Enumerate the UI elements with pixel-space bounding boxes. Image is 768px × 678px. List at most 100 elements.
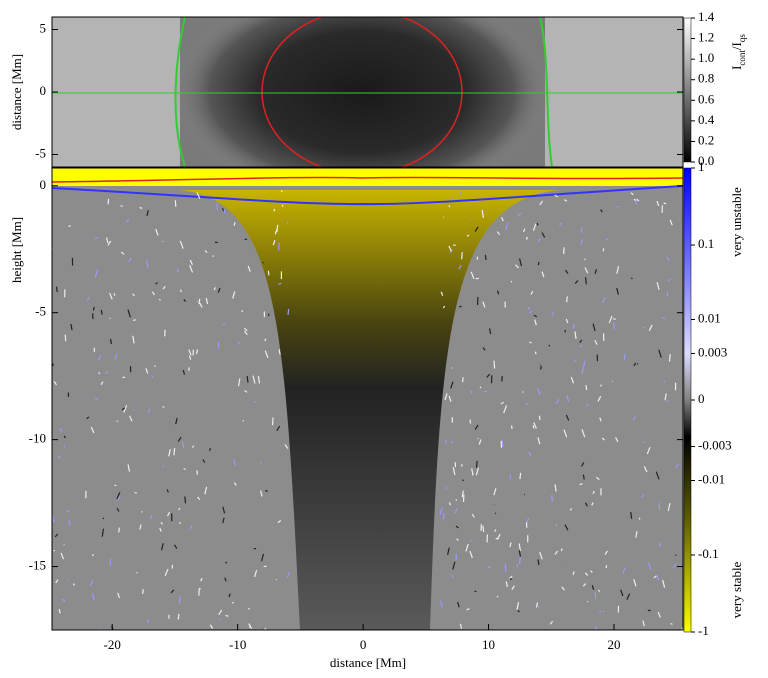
texture — [166, 489, 169, 493]
texture — [89, 580, 94, 586]
texture — [142, 589, 144, 595]
texture — [597, 589, 601, 592]
colorbar-label: Icont/Iqs — [729, 34, 747, 70]
texture — [57, 455, 61, 459]
texture — [191, 445, 195, 448]
texture — [454, 507, 458, 514]
colorbar-annotation: very unstable — [729, 187, 744, 257]
texture — [482, 525, 485, 532]
texture — [474, 424, 479, 430]
texture — [505, 222, 509, 231]
texture — [555, 398, 560, 405]
texture — [536, 387, 541, 395]
texture — [574, 280, 579, 284]
texture — [559, 222, 562, 226]
texture — [537, 559, 540, 566]
texture — [244, 390, 248, 393]
texture — [128, 257, 132, 263]
texture — [284, 444, 289, 449]
texture — [536, 222, 539, 226]
texture — [616, 287, 619, 295]
texture — [261, 553, 265, 562]
texture — [548, 344, 551, 347]
colorbar-tick-label: 0.01 — [698, 310, 721, 325]
texture — [452, 561, 456, 570]
texture — [459, 623, 463, 629]
texture — [601, 437, 605, 441]
texture — [594, 269, 598, 274]
texture — [516, 564, 519, 568]
texture — [496, 595, 499, 598]
texture — [585, 384, 588, 391]
texture — [505, 581, 508, 588]
colorbar-tick-label: 0.8 — [698, 71, 714, 86]
texture — [658, 503, 661, 510]
texture — [263, 627, 267, 630]
texture — [656, 200, 660, 207]
texture — [541, 232, 546, 238]
texture — [107, 240, 112, 246]
texture — [70, 323, 73, 331]
texture — [145, 259, 149, 268]
y-tick-label: -5 — [35, 145, 46, 160]
x-axis-label: distance [Mm] — [330, 655, 406, 670]
texture — [519, 557, 521, 565]
texture — [147, 408, 151, 414]
texture — [160, 521, 163, 525]
texture — [582, 360, 586, 369]
texture — [570, 376, 575, 384]
texture — [500, 401, 504, 405]
texture — [582, 583, 587, 587]
texture — [63, 435, 66, 439]
texture — [212, 255, 215, 258]
label-part: qs — [737, 34, 747, 43]
texture — [177, 436, 182, 442]
texture — [278, 282, 282, 285]
texture — [99, 628, 102, 630]
texture — [663, 380, 666, 383]
texture — [455, 498, 458, 501]
texture — [166, 511, 171, 517]
texture — [127, 464, 131, 472]
colorbar-tick-label: 0.1 — [698, 236, 714, 251]
texture — [68, 519, 71, 526]
colorbar-tick-label: 0.0 — [698, 153, 714, 168]
texture — [450, 381, 454, 389]
texture — [274, 229, 278, 235]
texture — [592, 323, 596, 332]
texture — [647, 562, 652, 570]
texture — [139, 524, 142, 530]
texture — [570, 508, 572, 511]
texture — [257, 375, 261, 384]
texture — [599, 610, 602, 613]
texture — [145, 368, 149, 374]
texture — [510, 280, 513, 283]
texture — [286, 221, 289, 224]
texture — [204, 250, 208, 253]
texture — [272, 240, 276, 246]
texture — [200, 577, 203, 582]
texture — [128, 415, 133, 422]
label-part: /I — [729, 42, 744, 50]
texture — [86, 297, 90, 301]
texture — [601, 296, 606, 304]
texture — [565, 318, 569, 324]
texture — [146, 210, 149, 216]
texture — [55, 579, 59, 584]
texture — [113, 293, 116, 296]
texture — [243, 327, 248, 332]
texture — [158, 298, 161, 301]
texture — [471, 513, 475, 518]
texture — [656, 574, 660, 581]
colorbar-tick-label: -0.1 — [698, 546, 719, 561]
texture — [459, 190, 463, 195]
texture — [188, 349, 192, 356]
texture — [616, 265, 620, 274]
texture — [442, 513, 445, 520]
texture — [149, 514, 153, 520]
texture — [551, 494, 553, 502]
texture — [479, 386, 482, 389]
texture — [173, 447, 176, 456]
texture — [170, 589, 175, 594]
